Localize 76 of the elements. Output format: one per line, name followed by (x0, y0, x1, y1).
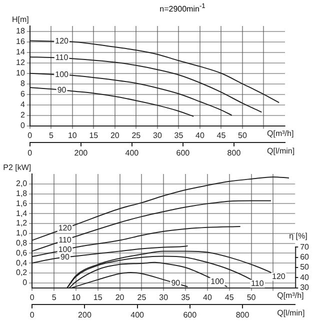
y-tick-label: 0 (20, 121, 26, 130)
x-tick-label: 10 (72, 292, 81, 302)
x-tick-label: 25 (137, 292, 147, 302)
y2-tick-label: 30 (300, 283, 310, 292)
y-tick-label: 1,4 (16, 208, 28, 218)
y-axis-title: P2 [kW] (3, 163, 32, 172)
series-label: 100 (210, 276, 225, 286)
chart-title: n=2900min$^{-1}$ (158, 2, 206, 14)
y-tick-label: 1,8 (16, 188, 28, 198)
series-label: 100 (58, 244, 72, 254)
y-axis-title: H[m] (12, 15, 29, 24)
y-tick-label: 18 (16, 26, 26, 36)
y2-axis-title: η [%] (289, 231, 308, 240)
series-label: 90 (171, 278, 181, 288)
series-label: 110 (58, 235, 72, 244)
x2-tick-label: 400 (125, 148, 140, 158)
series-label: 100 (55, 70, 70, 80)
x-tick-label: 40 (202, 292, 212, 302)
x2-tick-label: 600 (183, 310, 198, 320)
x-tick-label: 50 (246, 292, 256, 302)
x-tick-label: 20 (110, 130, 120, 140)
y-tick-label: 1,2 (16, 218, 28, 228)
y-tick-label: 2,0 (16, 179, 28, 188)
x-tick-label: 35 (174, 130, 184, 140)
series-label: 110 (55, 53, 69, 62)
x-tick-label: 15 (93, 292, 103, 302)
series-label: 90 (57, 85, 67, 94)
x2-tick-label: 400 (130, 310, 145, 320)
x-axis-title: Q[m³/h] (277, 291, 304, 300)
y-tick-label: 4 (20, 100, 26, 109)
y2-tick-label: 50 (300, 262, 310, 272)
x-tick-label: 5 (52, 292, 57, 302)
x-tick-label: 35 (181, 292, 191, 302)
series-label: 90 (60, 252, 70, 262)
y-tick-label: 16 (16, 36, 26, 46)
x2-tick-label: 600 (176, 148, 190, 158)
x-tick-label: 15 (89, 130, 99, 140)
x-tick-label: 45 (224, 292, 234, 302)
x-tick-label: 10 (68, 130, 78, 140)
x-tick-label: 25 (132, 130, 142, 140)
y-tick-label: 10 (16, 68, 26, 78)
y-tick-label: 0,2 (16, 268, 28, 278)
y-tick-label: 0 (22, 278, 28, 288)
series-label: 110 (251, 278, 264, 288)
y-tick-label: 1,0 (16, 228, 28, 238)
y-tick-label: 6 (20, 89, 26, 98)
y-tick-label: 0,4 (16, 258, 28, 268)
y-tick-label: 0,8 (16, 238, 28, 248)
y2-tick-label: 40 (300, 272, 310, 282)
x2-tick-label: 0 (30, 310, 35, 320)
y-tick-label: 8 (20, 78, 26, 88)
x-tick-label: 30 (152, 130, 162, 140)
x-tick-label: 20 (115, 292, 125, 302)
x-axis-title: Q[m³/h] (267, 129, 294, 138)
x2-axis-title: Q[l/min] (267, 146, 295, 156)
series-label: 120 (58, 224, 72, 233)
y-tick-label: 0,6 (16, 248, 28, 258)
series-label: 120 (272, 272, 286, 281)
x2-tick-label: 200 (78, 310, 92, 320)
x-tick-label: 50 (238, 130, 248, 140)
y-tick-label: 14 (16, 47, 26, 56)
y-tick-label: 12 (16, 58, 26, 67)
y2-tick-label: 70 (300, 242, 310, 252)
x2-tick-label: 800 (227, 148, 242, 158)
x2-tick-label: 200 (74, 148, 88, 158)
y-tick-label: 2 (20, 110, 26, 120)
series-label: 120 (55, 36, 70, 46)
y2-tick-label: 60 (300, 252, 310, 262)
x-tick-label: 0 (30, 292, 35, 302)
x2-tick-label: 800 (236, 310, 250, 320)
x-tick-label: 45 (216, 130, 226, 140)
x-tick-label: 30 (159, 292, 169, 302)
x2-axis-title: Q[l/min] (277, 308, 305, 318)
x-tick-label: 5 (48, 130, 54, 140)
x-tick-label: 40 (196, 130, 205, 140)
y-tick-label: 1,6 (16, 198, 28, 208)
